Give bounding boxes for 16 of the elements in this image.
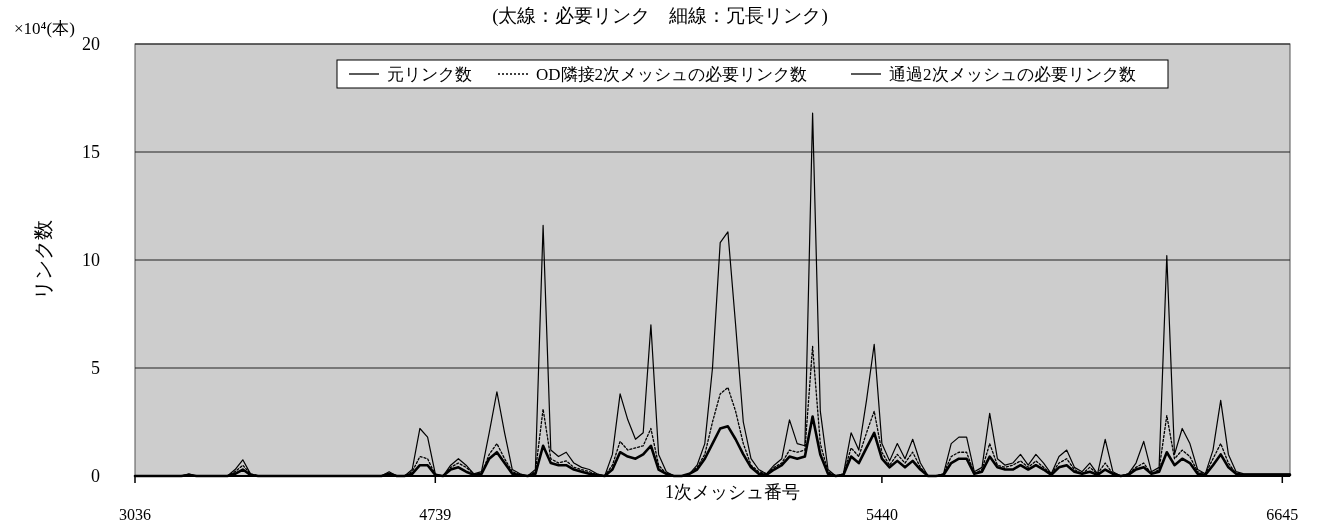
y-tick-label: 0	[91, 466, 100, 486]
y-axis-title: リンク数	[32, 220, 54, 300]
x-tick-label: 5440	[865, 506, 898, 523]
legend-label: 通過2次メッシュの必要リンク数	[889, 65, 1136, 84]
x-axis-title: 1次メッシュ番号	[665, 482, 800, 502]
y-tick-label: 15	[82, 142, 100, 162]
y-tick-label: 5	[91, 358, 100, 378]
chart-title: (太線：必要リンク 細線：冗長リンク)	[492, 5, 828, 27]
legend-label: 元リンク数	[387, 65, 472, 84]
x-tick-label: 4739	[419, 506, 452, 523]
y-tick-label: 20	[82, 34, 100, 54]
x-tick-label: 3036	[119, 506, 151, 523]
text: ×10⁴(本)	[14, 19, 75, 38]
legend-label: OD隣接2次メッシュの必要リンク数	[536, 65, 808, 84]
x-tick-label: 6645	[1266, 506, 1299, 523]
y-tick-label: 10	[82, 250, 100, 270]
